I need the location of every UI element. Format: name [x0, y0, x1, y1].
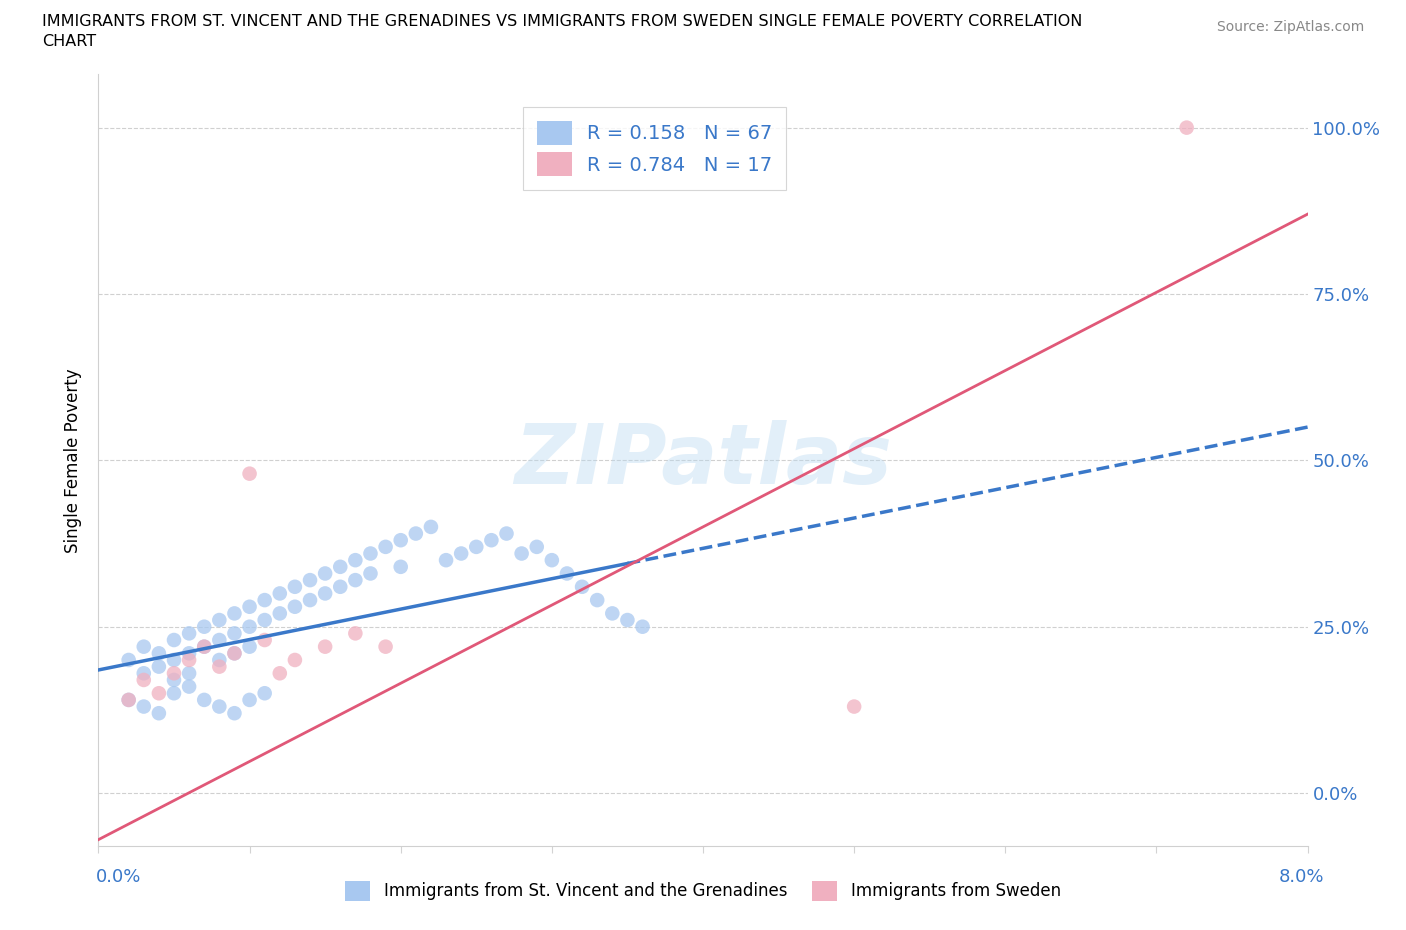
Point [148, 685, 170, 700]
Point [344, 552, 367, 567]
Point [344, 573, 367, 588]
Point [193, 619, 215, 634]
Point [329, 559, 352, 574]
Point [239, 639, 262, 654]
Point [224, 626, 246, 641]
Point [208, 613, 231, 628]
Point [208, 653, 231, 668]
Point [616, 613, 638, 628]
Point [179, 646, 201, 661]
Point [405, 526, 427, 541]
Point [495, 526, 517, 541]
Point [132, 666, 155, 681]
Point [269, 606, 291, 621]
Point [118, 693, 141, 708]
Point [179, 679, 201, 694]
Point [148, 659, 170, 674]
Point [314, 586, 336, 601]
Point [224, 646, 246, 661]
Point [148, 706, 170, 721]
Text: IMMIGRANTS FROM ST. VINCENT AND THE GRENADINES VS IMMIGRANTS FROM SWEDEN SINGLE : IMMIGRANTS FROM ST. VINCENT AND THE GREN… [42, 14, 1083, 29]
Point [193, 639, 215, 654]
Point [163, 632, 186, 647]
Point [163, 666, 186, 681]
Text: 8.0%: 8.0% [1279, 868, 1324, 885]
Point [450, 546, 472, 561]
Point [253, 613, 276, 628]
Point [193, 693, 215, 708]
Point [239, 599, 262, 614]
Point [208, 659, 231, 674]
Point [374, 639, 396, 654]
Point [299, 573, 322, 588]
Point [118, 693, 141, 708]
Point [631, 619, 654, 634]
Point [148, 646, 170, 661]
Point [269, 666, 291, 681]
Point [389, 559, 412, 574]
Legend: Immigrants from St. Vincent and the Grenadines, Immigrants from Sweden: Immigrants from St. Vincent and the Gren… [339, 874, 1067, 908]
Point [132, 699, 155, 714]
Point [844, 699, 866, 714]
Point [526, 539, 548, 554]
Point [239, 619, 262, 634]
Point [224, 646, 246, 661]
Point [132, 639, 155, 654]
Text: CHART: CHART [42, 34, 96, 49]
Point [374, 539, 396, 554]
Point [299, 592, 322, 607]
Point [481, 533, 503, 548]
Point [163, 672, 186, 687]
Point [344, 626, 367, 641]
Point [253, 592, 276, 607]
Point [510, 546, 533, 561]
Point [420, 520, 443, 535]
Point [389, 533, 412, 548]
Point [179, 666, 201, 681]
Point [239, 693, 262, 708]
Point [571, 579, 593, 594]
Point [1175, 120, 1198, 135]
Point [208, 632, 231, 647]
Y-axis label: Single Female Poverty: Single Female Poverty [65, 368, 83, 552]
Point [360, 566, 382, 581]
Point [179, 626, 201, 641]
Text: 0.0%: 0.0% [96, 868, 141, 885]
Text: Source: ZipAtlas.com: Source: ZipAtlas.com [1216, 20, 1364, 34]
Point [224, 706, 246, 721]
Point [132, 672, 155, 687]
Point [329, 579, 352, 594]
Point [208, 699, 231, 714]
Point [193, 639, 215, 654]
Legend: R = 0.158   N = 67, R = 0.784   N = 17: R = 0.158 N = 67, R = 0.784 N = 17 [523, 107, 786, 190]
Point [163, 685, 186, 700]
Point [360, 546, 382, 561]
Point [602, 606, 624, 621]
Point [269, 586, 291, 601]
Point [224, 606, 246, 621]
Point [314, 639, 336, 654]
Point [465, 539, 488, 554]
Point [253, 685, 276, 700]
Point [284, 579, 307, 594]
Point [179, 653, 201, 668]
Point [118, 653, 141, 668]
Point [253, 632, 276, 647]
Text: ZIPatlas: ZIPatlas [515, 419, 891, 501]
Point [239, 466, 262, 481]
Point [434, 552, 457, 567]
Point [540, 552, 562, 567]
Point [555, 566, 578, 581]
Point [284, 599, 307, 614]
Point [284, 653, 307, 668]
Point [314, 566, 336, 581]
Point [586, 592, 609, 607]
Point [163, 653, 186, 668]
